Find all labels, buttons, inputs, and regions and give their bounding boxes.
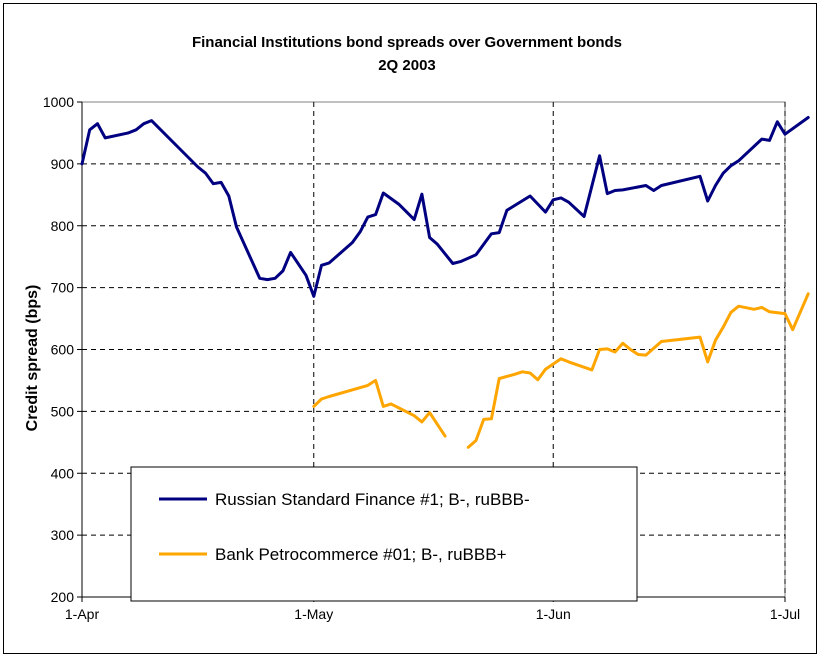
legend-box (130, 466, 638, 602)
line-chart: Financial Institutions bond spreads over… (24, 34, 810, 622)
y-tick-label: 900 (51, 156, 75, 172)
y-tick-label: 800 (51, 218, 75, 234)
legend-label-1: Russian Standard Finance #1; B-, ruBBB- (215, 490, 530, 509)
chart-title-line-1: Financial Institutions bond spreads over… (192, 34, 622, 51)
y-axis-label: Credit spread (bps) (24, 285, 41, 432)
series-line-2 (466, 292, 810, 449)
y-tick-label: 500 (51, 403, 75, 419)
y-tick-label: 1000 (43, 94, 74, 110)
y-tick-label: 200 (51, 589, 75, 605)
y-tick-label: 600 (51, 342, 75, 358)
x-tick-label: 1-Apr (65, 606, 100, 622)
y-tick-label: 400 (51, 465, 75, 481)
x-tick-label: 1-Jun (536, 606, 571, 622)
plot-area: 200 300 400 500 600 700 800 900 1000 1-Apr 1-May 1-… (43, 94, 810, 622)
chart-frame: Financial Institutions bond spreads over… (3, 3, 817, 654)
legend-label-2: Bank Petrocommerce #01; B-, ruBBB+ (215, 545, 507, 564)
chart-title-line-2: 2Q 2003 (378, 57, 436, 74)
x-tick-label: 1-May (294, 606, 333, 622)
series-line-2 (312, 378, 447, 438)
y-tick-label: 300 (51, 527, 75, 543)
series-line-1 (80, 116, 810, 298)
y-tick-label: 700 (51, 280, 75, 296)
x-tick-label: 1-Jul (770, 606, 800, 622)
